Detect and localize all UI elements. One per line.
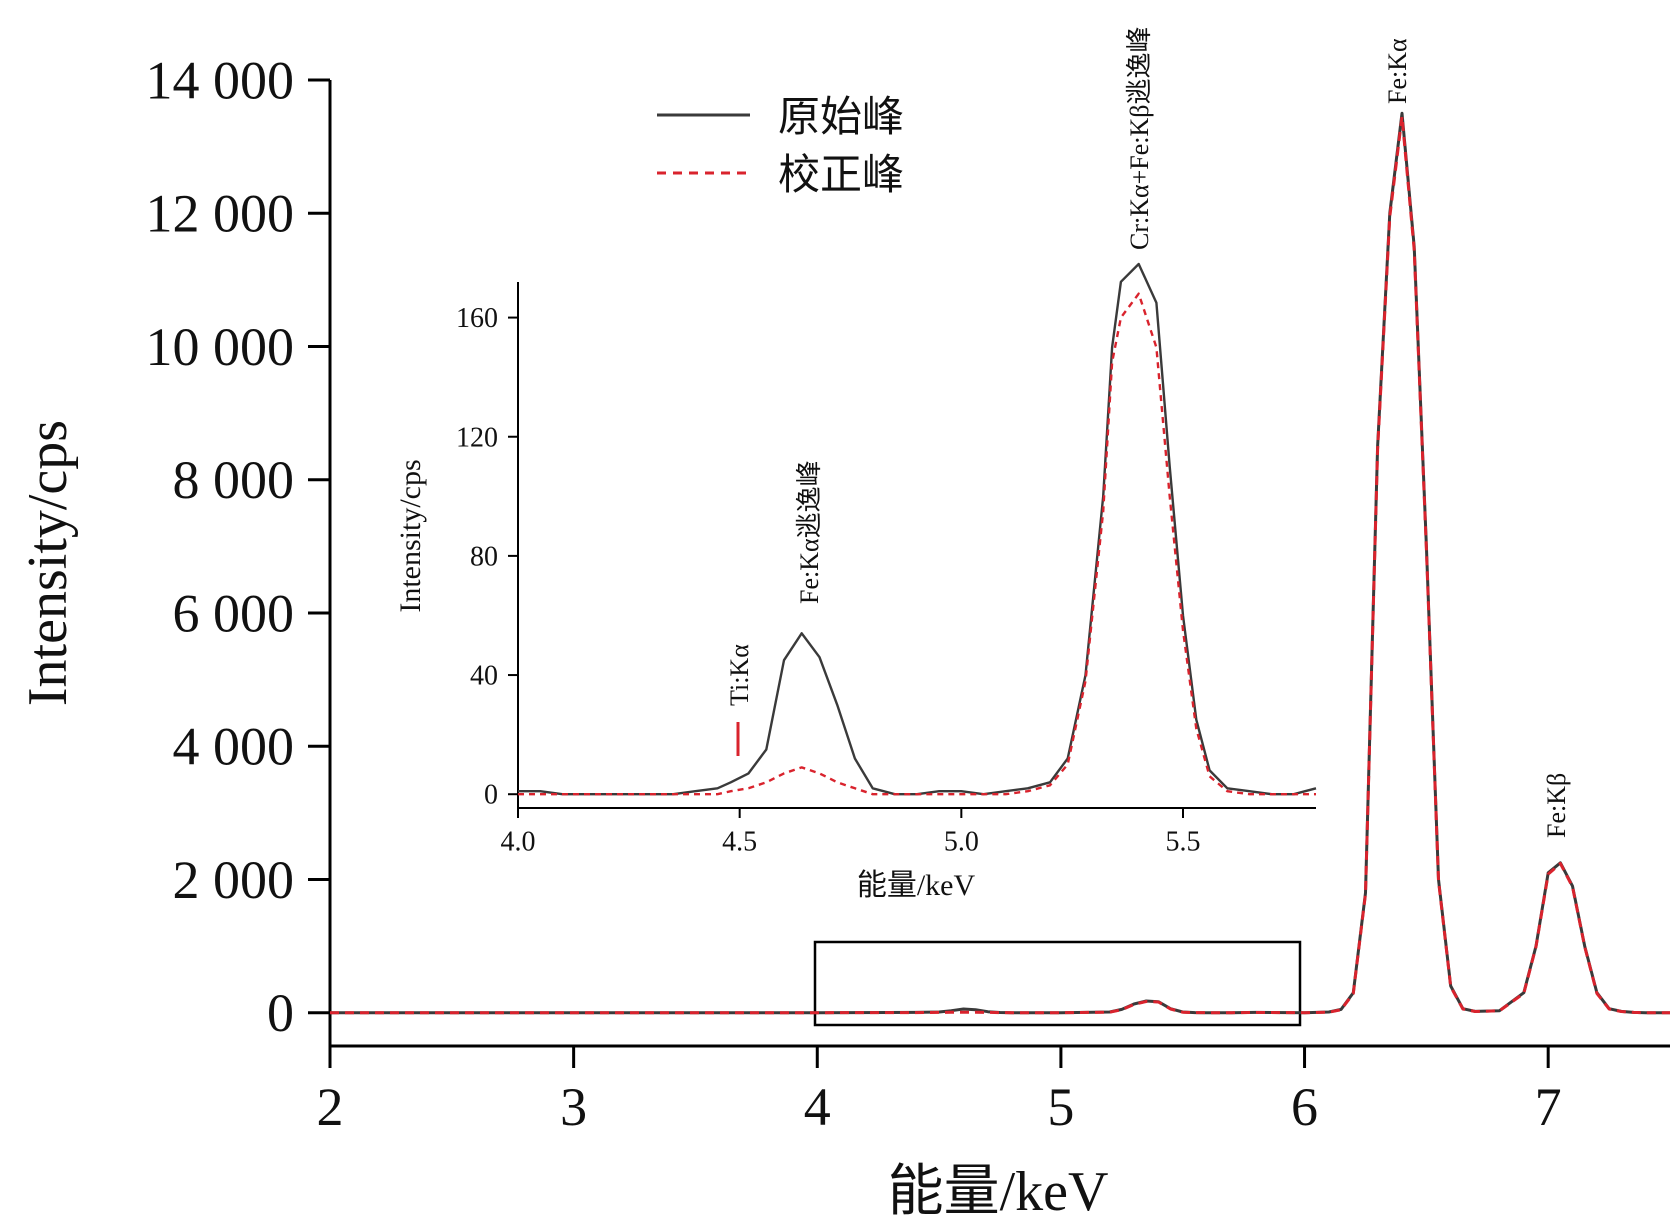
- series-line-original: [518, 262, 1317, 796]
- inset-chart: 0 40 80 120 160 4.0 4.5 5.0 5.5 能量/keV Intensit…: [394, 26, 1317, 902]
- x-tick-label: 3: [560, 1077, 587, 1137]
- y-tick-label: 12 000: [146, 184, 295, 244]
- main-x-axis-label: 能量/keV: [888, 1161, 1109, 1223]
- main-series-group: [330, 111, 1670, 1015]
- inset-x-axis-label: 能量/keV: [857, 869, 976, 902]
- series-line-corrected: [330, 115, 1670, 1015]
- annotation-fe-ka: Fe:Kα: [1383, 38, 1412, 104]
- x-tick-label: 5.0: [944, 826, 979, 857]
- y-tick-label: 120: [456, 422, 498, 453]
- inset-x-ticks: 4.0 4.5 5.0 5.5: [501, 808, 1201, 857]
- inset-y-ticks: 0 40 80 120 160: [456, 303, 518, 811]
- y-tick-label: 160: [456, 303, 498, 334]
- legend-label-corrected: 校正峰: [778, 153, 904, 199]
- x-tick-label: 4.5: [722, 826, 757, 857]
- y-tick-label: 4 000: [173, 717, 295, 777]
- y-tick-label: 40: [470, 661, 498, 692]
- legend: 原始峰 校正峰: [657, 95, 904, 199]
- y-tick-label: 10 000: [146, 317, 295, 377]
- annotation-fe-ka-escape: Fe:Kα逃逸峰: [795, 460, 824, 604]
- x-tick-label: 7: [1535, 1077, 1562, 1137]
- inset-series-group: [518, 262, 1317, 796]
- main-y-axis-label: Intensity/cps: [17, 420, 79, 706]
- series-line-original: [330, 111, 1670, 1015]
- legend-label-original: 原始峰: [778, 95, 904, 141]
- main-y-ticks: 0 2 000 4 000 6 000 8 000 10 000 12 000 14 000: [146, 50, 330, 1043]
- x-tick-label: 4.0: [501, 826, 536, 857]
- annotation-ti-ka: Ti:Kα: [725, 644, 754, 706]
- y-tick-label: 2 000: [173, 850, 295, 910]
- annotation-fe-kb: Fe:Kβ: [1542, 773, 1571, 838]
- y-tick-label: 80: [470, 541, 498, 572]
- y-tick-label: 0: [484, 780, 498, 811]
- zoom-region-box: [813, 940, 1302, 1027]
- x-tick-label: 4: [804, 1077, 831, 1137]
- y-tick-label: 0: [267, 983, 294, 1043]
- x-tick-label: 5: [1047, 1077, 1074, 1137]
- y-tick-label: 8 000: [173, 450, 295, 510]
- x-tick-label: 6: [1291, 1077, 1318, 1137]
- y-tick-label: 14 000: [146, 50, 295, 110]
- inset-y-axis-label: Intensity/cps: [394, 459, 427, 612]
- main-x-ticks: 2 3 4 5 6 7: [317, 1046, 1562, 1137]
- y-tick-label: 6 000: [173, 583, 295, 643]
- x-tick-label: 5.5: [1166, 826, 1201, 857]
- x-tick-label: 2: [317, 1077, 344, 1137]
- annotation-cr-ka-fe-kb-escape: Cr:Kα+Fe:Kβ逃逸峰: [1125, 26, 1154, 250]
- series-line-corrected: [518, 292, 1316, 796]
